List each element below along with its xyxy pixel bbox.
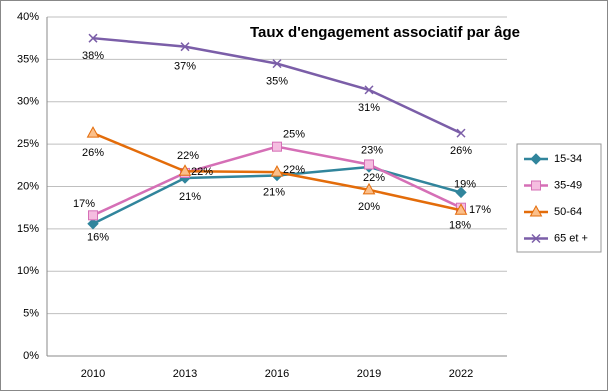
marker: [88, 33, 98, 43]
data-label: 37%: [174, 61, 196, 73]
data-label: 21%: [179, 191, 201, 203]
data-label: 38%: [82, 50, 104, 62]
legend-label: 50-64: [554, 206, 582, 218]
marker: [272, 141, 282, 152]
marker: [86, 126, 100, 138]
x-tick-label: 2010: [81, 368, 105, 380]
x-tick-label: 2016: [265, 368, 289, 380]
x-tick-label: 2013: [173, 368, 197, 380]
data-label: 22%: [191, 166, 213, 178]
y-tick-label: 10%: [17, 265, 39, 277]
data-label: 22%: [283, 164, 305, 176]
y-tick-label: 35%: [17, 53, 39, 65]
marker: [364, 85, 374, 95]
marker: [180, 42, 190, 52]
marker: [454, 203, 468, 215]
y-tick-label: 15%: [17, 223, 39, 235]
marker: [364, 159, 374, 170]
data-label: 26%: [450, 145, 472, 157]
data-label: 35%: [266, 76, 288, 88]
y-tick-label: 20%: [17, 180, 39, 192]
marker: [87, 218, 99, 230]
data-label: 23%: [361, 144, 383, 156]
legend-marker: [530, 153, 542, 165]
data-label: 26%: [82, 147, 104, 159]
y-tick-label: 0%: [23, 350, 39, 362]
marker: [270, 165, 284, 177]
legend-marker: [531, 180, 541, 191]
data-label: 18%: [449, 220, 471, 232]
legend-box: [516, 143, 602, 253]
legend-marker: [531, 233, 541, 244]
data-label: 31%: [358, 102, 380, 114]
x-tick-label: 2022: [449, 368, 473, 380]
marker: [455, 186, 467, 199]
marker: [456, 128, 466, 138]
marker: [362, 182, 376, 195]
data-label: 22%: [363, 172, 385, 184]
data-label: 17%: [469, 204, 491, 216]
data-label: 19%: [454, 178, 476, 190]
data-label: 25%: [283, 129, 305, 141]
marker: [88, 210, 98, 221]
legend-label: 65 et +: [554, 232, 588, 244]
marker: [178, 164, 192, 176]
legend-label: 15-34: [554, 153, 582, 165]
x-tick-label: 2019: [357, 368, 381, 380]
marker: [272, 59, 282, 69]
data-label: 17%: [73, 198, 95, 210]
y-tick-label: 5%: [23, 308, 39, 320]
y-tick-label: 25%: [17, 138, 39, 150]
legend-label: 35-49: [554, 179, 582, 191]
data-label: 20%: [358, 201, 380, 213]
data-label: 16%: [87, 232, 109, 244]
y-tick-label: 40%: [17, 11, 39, 23]
data-label: 22%: [177, 150, 199, 162]
chart-title: Taux d'engagement associatif par âge: [250, 24, 520, 41]
y-tick-label: 30%: [17, 96, 39, 108]
legend-marker: [529, 204, 543, 217]
data-label: 21%: [263, 186, 285, 198]
